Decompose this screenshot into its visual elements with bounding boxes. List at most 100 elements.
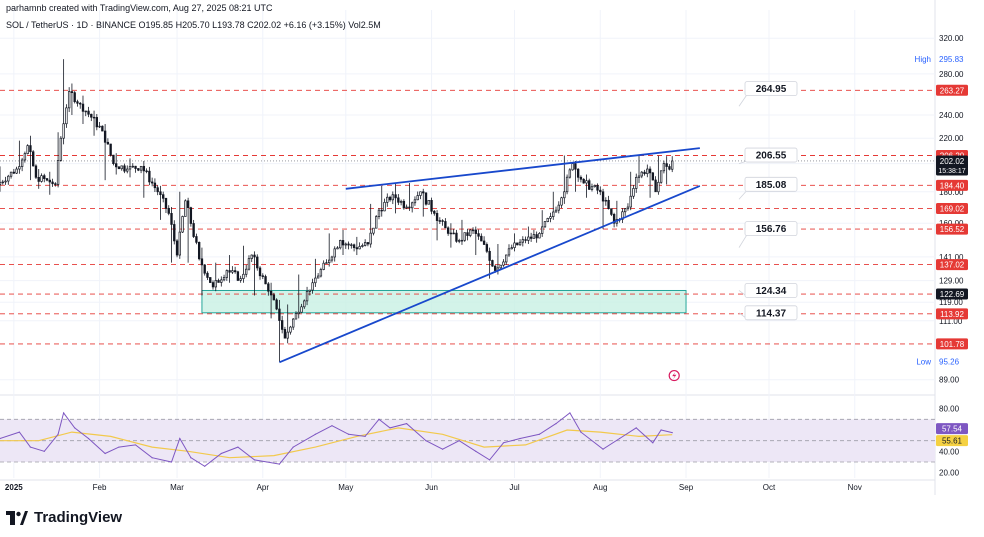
candle-up	[632, 188, 635, 197]
time-tick-label: Jul	[509, 483, 519, 492]
candle-down	[12, 171, 16, 174]
candle-down	[134, 165, 137, 169]
candle-down	[355, 247, 359, 250]
candle-up	[65, 107, 68, 125]
candle-up	[560, 197, 563, 206]
rsi-point	[87, 437, 90, 440]
candle-down	[217, 280, 220, 283]
candle-down	[112, 154, 115, 164]
candle-up	[604, 199, 607, 202]
candle-up	[56, 160, 60, 185]
candle-down	[269, 290, 273, 296]
candle-down	[264, 276, 267, 285]
candle-down	[203, 264, 206, 274]
candle-up	[350, 244, 353, 246]
candle-down	[45, 178, 49, 181]
callout-label: 114.37	[756, 308, 786, 319]
high-value-label: 295.83	[939, 55, 964, 64]
level-price-tag-bg	[936, 223, 968, 235]
candle-up	[419, 191, 422, 196]
candle-up	[554, 209, 558, 213]
candle-up	[416, 195, 419, 201]
rsi-point	[519, 437, 521, 440]
candle-up	[303, 300, 306, 308]
candle-down	[200, 258, 204, 266]
level-price-tag: 169.02	[940, 205, 965, 214]
rsi-point	[253, 459, 256, 461]
rsi-point	[475, 450, 477, 452]
tradingview-logo-icon	[6, 510, 28, 525]
candle-up	[568, 169, 572, 178]
candle-down	[195, 236, 198, 243]
candle-up	[178, 231, 181, 256]
candle-down	[651, 172, 655, 181]
candle-up	[563, 191, 566, 199]
candle-up	[247, 258, 251, 270]
candle-down	[275, 299, 278, 310]
candle-down	[103, 130, 107, 143]
callout-label: 206.55	[756, 151, 787, 162]
candle-down	[380, 209, 383, 212]
candle-down	[70, 91, 74, 94]
level-price-tag-bg	[936, 308, 968, 320]
rsi-point	[204, 465, 206, 467]
callout-label: 185.08	[756, 180, 787, 191]
candle-up	[1, 181, 4, 184]
candle-up	[471, 229, 475, 232]
rsi-point	[378, 418, 380, 420]
candle-up	[391, 194, 394, 201]
level-price-tag: 156.52	[940, 225, 965, 234]
level-price-tag-bg	[936, 203, 968, 215]
rsi-point	[389, 427, 391, 429]
candle-up	[405, 206, 408, 209]
candle-up	[128, 166, 132, 170]
candle-down	[347, 243, 350, 246]
candle-down	[48, 179, 51, 183]
candle-down	[283, 329, 287, 339]
callout-box	[744, 147, 798, 163]
candle-up	[527, 236, 530, 241]
current-price-tag-bg	[936, 155, 968, 176]
time-tick-label: Mar	[170, 483, 184, 492]
candle-down	[142, 165, 146, 172]
flash-icon-bolt	[672, 372, 677, 380]
candle-down	[524, 239, 527, 241]
candle-down	[477, 233, 480, 237]
candle-up	[399, 200, 403, 203]
candle-down	[424, 192, 428, 205]
rsi-value-tag-bg	[936, 423, 968, 435]
candle-down	[76, 101, 79, 104]
candle-up	[344, 243, 347, 246]
candle-down	[189, 207, 193, 224]
symbol-info: SOL / TetherUS · 1D · BINANCE O195.85 H2…	[6, 20, 381, 30]
time-tick-label: Apr	[257, 483, 270, 492]
candle-down	[352, 244, 356, 248]
candle-down	[366, 242, 370, 245]
candle-up	[505, 254, 508, 263]
rsi-point	[538, 433, 541, 435]
candle-down	[79, 102, 82, 105]
candle-up	[507, 248, 511, 256]
candle-down	[81, 103, 85, 112]
candle-up	[565, 176, 569, 193]
candle-up	[623, 208, 627, 213]
time-tick-label: Feb	[93, 483, 107, 492]
candle-up	[184, 200, 187, 217]
rsi-point	[671, 432, 673, 434]
candle-down	[341, 240, 345, 246]
candle-up	[629, 195, 632, 208]
candle-down	[92, 116, 96, 119]
candle-down	[101, 125, 104, 132]
candle-up	[549, 216, 552, 219]
candle-down	[435, 213, 439, 221]
candle-up	[62, 123, 65, 139]
candle-down	[579, 176, 583, 180]
candle-up	[139, 165, 143, 171]
candle-down	[162, 194, 165, 199]
candle-down	[446, 227, 450, 234]
candle-up	[546, 218, 549, 222]
candle-up	[593, 185, 596, 188]
candle-up	[532, 234, 536, 239]
level-price-tag: 137.02	[940, 261, 965, 270]
candle-down	[422, 191, 425, 194]
